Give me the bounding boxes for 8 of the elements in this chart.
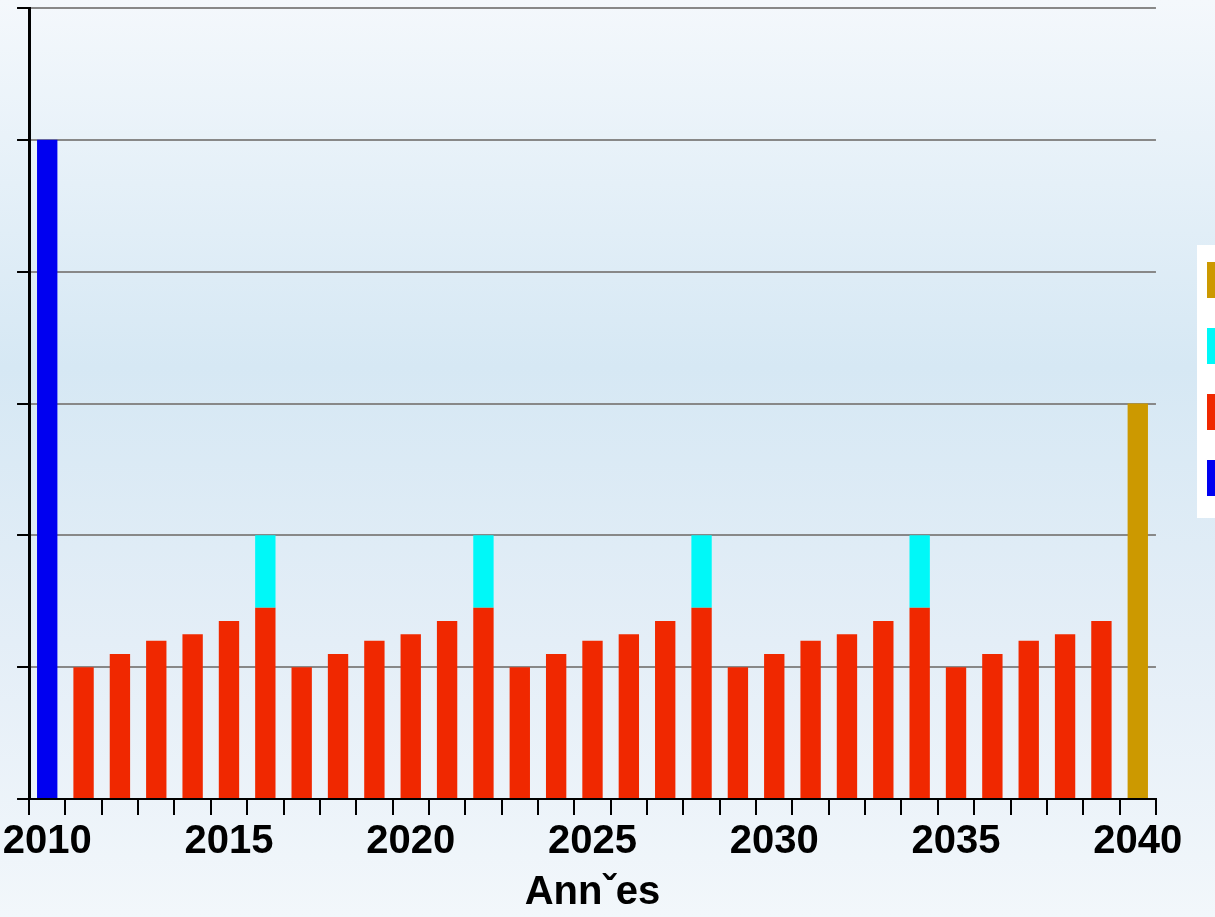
x-tick-label: 2020 — [366, 817, 456, 862]
x-tick-label: 2030 — [729, 817, 819, 862]
x-tick-label: 2010 — [2, 817, 92, 862]
x-tick-label: 2035 — [911, 817, 1001, 862]
x-tick-label: 2040 — [1093, 817, 1183, 862]
x-tick-label: 2025 — [548, 817, 637, 862]
x-axis-title: Annˇes — [524, 868, 661, 913]
x-tick-label: 2015 — [184, 817, 274, 862]
